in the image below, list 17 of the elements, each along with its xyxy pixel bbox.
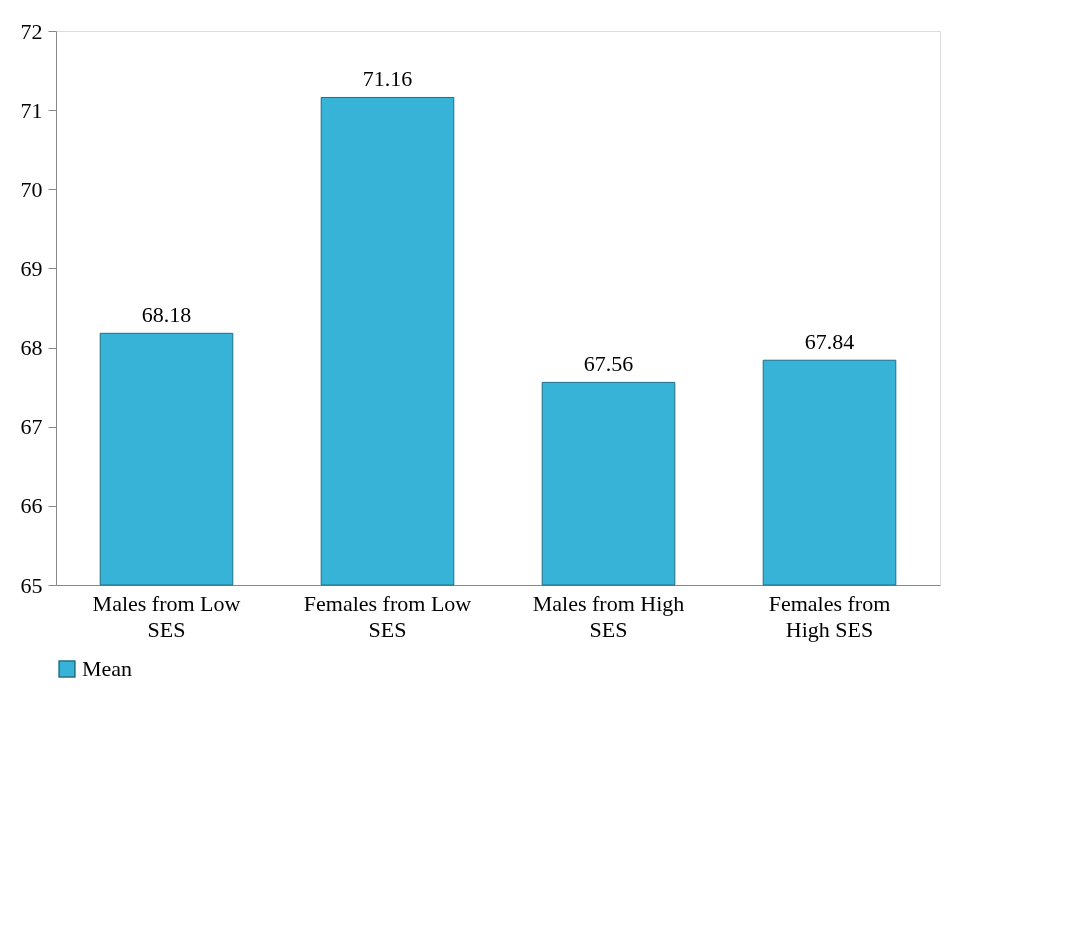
- y-tick-label: 69: [20, 255, 43, 281]
- y-tick-label: 65: [20, 572, 43, 598]
- y-tick-label: 71: [20, 97, 43, 123]
- x-tick-label: Males from Low SES: [92, 590, 241, 642]
- x-tick-label: Males from High SES: [532, 590, 685, 642]
- y-tick-label: 67: [20, 414, 43, 440]
- y-tick-label: 70: [20, 176, 43, 202]
- legend-label: Mean: [82, 656, 133, 681]
- data-label: 67.84: [804, 329, 855, 355]
- data-label: 71.16: [362, 66, 413, 92]
- x-tick-label: Females from Low SES: [303, 590, 472, 642]
- data-label: 67.56: [583, 351, 634, 377]
- y-tick-label: 66: [20, 493, 43, 519]
- y-tick-label: 72: [20, 18, 43, 44]
- x-tick-label: Females from High SES: [768, 590, 891, 642]
- data-label: 68.18: [141, 302, 192, 328]
- y-tick-label: 68: [20, 335, 43, 361]
